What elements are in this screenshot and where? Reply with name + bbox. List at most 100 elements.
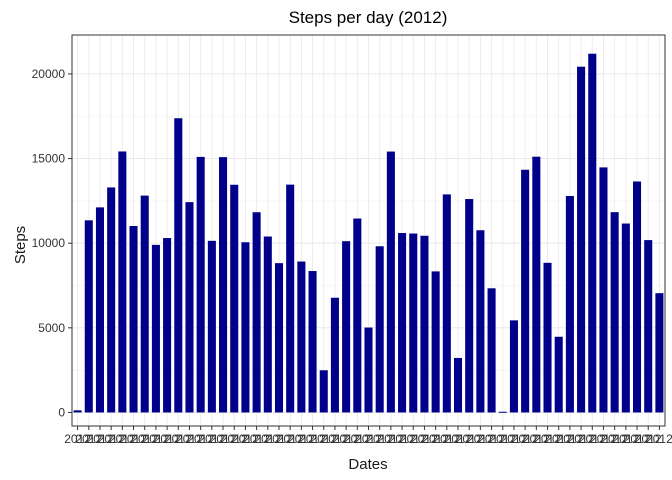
x-tick-label: 2012 <box>635 432 662 446</box>
x-tick-label: 2012 <box>221 432 248 446</box>
bar <box>330 297 339 413</box>
x-tick-label: 2012 <box>445 432 472 446</box>
bar <box>308 271 317 413</box>
bar <box>509 320 518 413</box>
x-tick-label: 2012 <box>210 432 237 446</box>
bar <box>95 207 104 413</box>
x-tick-label: 2012 <box>422 432 449 446</box>
bar <box>442 194 451 413</box>
x-tick-label: 2012 <box>199 432 226 446</box>
x-tick-label: 2012 <box>534 432 561 446</box>
bar <box>621 223 630 413</box>
x-tick-label: 2012 <box>612 432 639 446</box>
bar <box>364 327 373 413</box>
bar <box>431 271 440 413</box>
bar <box>297 261 306 413</box>
bar <box>420 235 429 413</box>
x-tick-label: 2012 <box>579 432 606 446</box>
y-axis: 0 5000 10000 15000 20000 <box>32 67 72 419</box>
y-tick-label: 15000 <box>32 152 66 166</box>
bar <box>375 246 384 413</box>
bar <box>73 410 82 413</box>
bar <box>521 169 530 413</box>
x-tick-label: 2012 <box>243 432 270 446</box>
x-tick-label: 2012 <box>254 432 281 446</box>
bar <box>599 167 608 413</box>
bar <box>577 66 586 413</box>
bar <box>644 240 653 413</box>
x-tick-label: 2012 <box>433 432 460 446</box>
x-tick-label: 2012 <box>143 432 170 446</box>
bar <box>633 181 642 413</box>
x-tick-label: 2012 <box>512 432 539 446</box>
x-tick-label: 2012 <box>299 432 326 446</box>
bar <box>219 157 228 413</box>
y-tick-label: 10000 <box>32 236 66 250</box>
bar <box>532 156 541 413</box>
bar <box>498 411 507 413</box>
x-tick-label: 2012 <box>64 432 91 446</box>
x-tick-label: 2012 <box>355 432 382 446</box>
x-tick-label: 2012 <box>489 432 516 446</box>
x-tick-label: 2012 <box>478 432 505 446</box>
y-tick-label: 5000 <box>38 321 65 335</box>
x-tick-label: 2012 <box>277 432 304 446</box>
bars <box>73 53 664 413</box>
x-tick-label: 2012 <box>75 432 102 446</box>
x-tick-label: 2012 <box>87 432 114 446</box>
x-tick-label: 2012 <box>120 432 147 446</box>
x-tick-label: 2012 <box>624 432 651 446</box>
y-axis-title: Steps <box>12 226 29 264</box>
bar <box>107 187 116 413</box>
bar <box>465 199 474 413</box>
bar <box>118 151 127 413</box>
bar <box>140 195 149 413</box>
x-tick-label: 2012 <box>456 432 483 446</box>
x-tick-label: 2012 <box>568 432 595 446</box>
x-tick-label: 2012 <box>411 432 438 446</box>
bar <box>543 262 552 413</box>
bar <box>353 218 362 413</box>
bar <box>487 288 496 413</box>
x-tick-label: 2012 <box>344 432 371 446</box>
bar <box>610 212 619 413</box>
bar <box>241 242 250 413</box>
x-tick-label: 2012 <box>501 432 528 446</box>
y-tick-label: 20000 <box>32 67 66 81</box>
x-tick-label: 2012 <box>266 432 293 446</box>
x-tick-label: 2012 <box>310 432 337 446</box>
x-tick-label: 2012 <box>378 432 405 446</box>
bar <box>565 196 574 413</box>
x-tick-label: 2012 <box>389 432 416 446</box>
bar <box>342 241 351 413</box>
x-tick-label: 2012 <box>557 432 584 446</box>
x-tick-label: 2012 <box>109 432 136 446</box>
x-tick-label: 2012 <box>590 432 617 446</box>
x-tick-label: 2012 <box>366 432 393 446</box>
bar <box>476 230 485 413</box>
x-tick-label: 2012 <box>545 432 572 446</box>
bar <box>274 263 284 413</box>
bar <box>263 236 272 413</box>
x-tick-label: 2012 <box>232 432 259 446</box>
bar <box>386 151 395 413</box>
bar <box>286 184 295 413</box>
x-tick-label: 2012 <box>176 432 203 446</box>
x-tick-label: 2012 <box>288 432 315 446</box>
bar <box>409 233 418 413</box>
x-tick-label: 2012 <box>187 432 214 446</box>
bar <box>129 226 138 413</box>
x-tick-label: 2012 <box>400 432 427 446</box>
x-tick-label: 2012 <box>131 432 158 446</box>
y-tick-label: 0 <box>58 405 65 419</box>
x-tick-label: 2012 <box>165 432 192 446</box>
x-tick-label: 2012 <box>333 432 360 446</box>
x-tick-label: 2012 <box>467 432 494 446</box>
x-tick-label: 2012 <box>154 432 181 446</box>
x-tick-label: 2012 <box>523 432 550 446</box>
bar <box>174 118 183 413</box>
bar <box>588 53 597 413</box>
x-axis-title: Dates <box>348 456 387 473</box>
x-axis: 2012201220122012201220122012201220122012… <box>64 426 672 446</box>
